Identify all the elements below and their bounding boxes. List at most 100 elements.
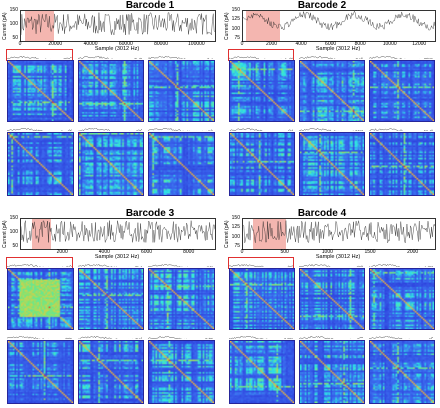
segment-trace-plot bbox=[299, 264, 363, 267]
x-tick-label: 80000 bbox=[154, 41, 169, 47]
current-trace-line bbox=[148, 55, 213, 59]
heatmap-canvas bbox=[300, 133, 364, 195]
x-tick-label: 10000 bbox=[382, 41, 397, 47]
y-tick-label: 50 bbox=[12, 243, 18, 249]
current-trace-line bbox=[299, 264, 363, 267]
trace-plot bbox=[243, 11, 435, 31]
y-tick-label: 150 bbox=[9, 7, 18, 13]
segment-trace bbox=[77, 259, 143, 267]
y-tick-label: 100 bbox=[9, 21, 18, 27]
similarity-heatmap bbox=[77, 132, 145, 196]
similarity-heatmap bbox=[77, 268, 145, 330]
x-tick-label: 2000 bbox=[56, 249, 68, 255]
segment-trace bbox=[148, 259, 213, 267]
segment-trace-plot bbox=[229, 336, 293, 339]
segment-trace-plot bbox=[229, 264, 293, 267]
similarity-heatmap bbox=[229, 132, 295, 196]
segment-trace-plot bbox=[369, 55, 433, 59]
heatmap-canvas bbox=[300, 269, 364, 329]
similarity-heatmap bbox=[7, 268, 74, 330]
x-tick-label: 100000 bbox=[188, 41, 205, 47]
heatmap-canvas bbox=[8, 269, 73, 329]
x-tick-label: 0 bbox=[240, 41, 244, 47]
segment-trace-plot bbox=[299, 335, 363, 339]
y-tick-label: 150 bbox=[231, 7, 240, 13]
segment-trace bbox=[299, 331, 363, 339]
panel-title: Barcode 4 bbox=[297, 208, 347, 219]
current-trace-line bbox=[77, 335, 143, 339]
current-trace-line bbox=[299, 335, 363, 339]
current-trace-line bbox=[7, 263, 72, 267]
heatmap-canvas bbox=[370, 61, 434, 121]
heatmap-canvas bbox=[149, 269, 214, 329]
current-trace bbox=[20, 218, 216, 250]
current-trace-line bbox=[369, 264, 433, 267]
segment-trace-plot bbox=[299, 127, 363, 131]
segment-trace bbox=[148, 331, 213, 339]
current-trace bbox=[242, 218, 436, 250]
current-trace-line bbox=[77, 56, 143, 59]
x-tick-label: 2000 bbox=[407, 249, 419, 255]
current-trace-line bbox=[148, 335, 213, 339]
segment-trace-plot bbox=[77, 56, 143, 59]
x-tick-label: 60000 bbox=[118, 41, 133, 47]
y-tick-label: 75 bbox=[234, 243, 240, 249]
current-trace bbox=[20, 10, 216, 42]
heatmap-canvas bbox=[78, 61, 144, 121]
segment-trace bbox=[148, 51, 213, 59]
y-tick-label: 100 bbox=[231, 233, 240, 240]
y-tick-label: 100 bbox=[9, 229, 18, 235]
x-tick-label: 8000 bbox=[183, 249, 195, 255]
heatmap-canvas bbox=[230, 61, 294, 121]
heatmap-canvas bbox=[370, 133, 434, 195]
current-trace-line bbox=[7, 336, 72, 339]
heatmap-canvas bbox=[300, 341, 364, 403]
current-trace-line bbox=[77, 263, 143, 267]
similarity-heatmap bbox=[299, 132, 365, 196]
heatmap-canvas bbox=[230, 133, 294, 195]
segment-trace bbox=[7, 51, 72, 59]
heatmap-canvas bbox=[8, 61, 73, 121]
segment-trace-plot bbox=[148, 128, 213, 131]
current-trace-line bbox=[7, 127, 72, 131]
x-tick-label: 4000 bbox=[295, 41, 307, 47]
segment-trace-plot bbox=[229, 56, 293, 59]
x-tick-label: 40000 bbox=[83, 41, 98, 47]
y-tick-label: 150 bbox=[9, 215, 18, 221]
segment-trace-plot bbox=[369, 335, 433, 339]
current-trace-line bbox=[229, 128, 293, 131]
trace-plot bbox=[243, 220, 435, 244]
segment-trace bbox=[369, 51, 433, 59]
similarity-heatmap bbox=[7, 340, 74, 404]
current-trace-line bbox=[243, 220, 435, 244]
similarity-heatmap bbox=[369, 340, 435, 404]
current-trace-line bbox=[369, 128, 433, 131]
heatmap-canvas bbox=[300, 61, 364, 121]
segment-trace-plot bbox=[369, 264, 433, 267]
x-tick-label: 500 bbox=[280, 249, 289, 255]
current-trace-line bbox=[21, 220, 215, 243]
segment-trace-plot bbox=[148, 55, 213, 59]
segment-trace bbox=[369, 123, 433, 131]
x-axis-label: Sample (3012 Hz) bbox=[315, 46, 361, 52]
segment-trace-plot bbox=[77, 263, 143, 267]
segment-trace bbox=[229, 123, 293, 131]
similarity-heatmap bbox=[77, 340, 145, 404]
current-trace-line bbox=[148, 264, 213, 267]
segment-trace-plot bbox=[7, 55, 72, 59]
segment-trace bbox=[77, 331, 143, 339]
barcode-panel: Barcode 2 Current (pA) 150 125 100 75 0 2000 400… bbox=[222, 0, 440, 200]
heatmap-canvas bbox=[149, 133, 214, 195]
panel-title: Barcode 2 bbox=[297, 0, 347, 11]
current-trace-line bbox=[243, 11, 435, 31]
panel-title: Barcode 3 bbox=[125, 208, 175, 219]
barcode-panel: Barcode 4 Current (pA) 150 125 100 75 0 500 1000… bbox=[222, 208, 440, 408]
current-trace-line bbox=[229, 264, 293, 267]
similarity-heatmap bbox=[229, 60, 295, 122]
x-tick-label: 6000 bbox=[140, 249, 153, 255]
segment-trace bbox=[229, 51, 293, 59]
similarity-heatmap bbox=[299, 60, 365, 122]
similarity-heatmap bbox=[369, 268, 435, 330]
heatmap-canvas bbox=[78, 341, 144, 403]
segment-trace-plot bbox=[229, 128, 293, 131]
